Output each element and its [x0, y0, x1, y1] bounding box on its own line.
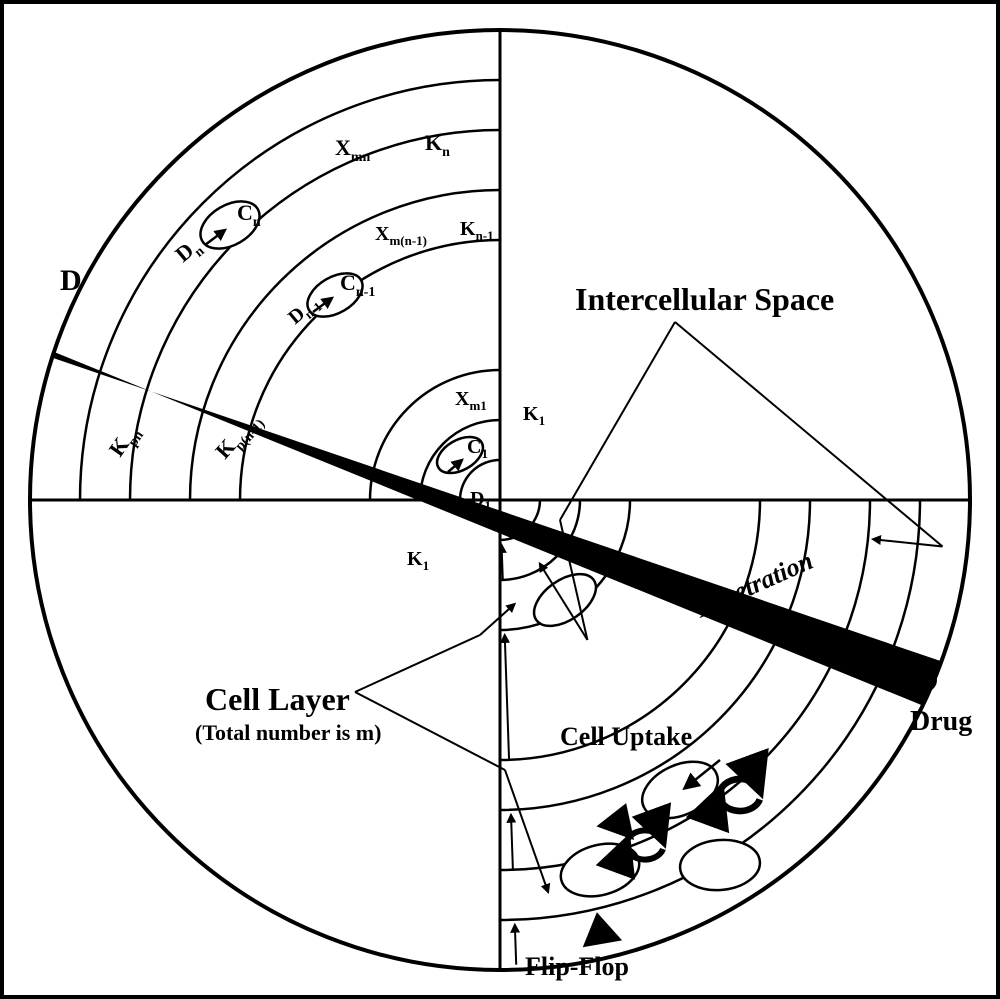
radial-gap-arrow-0 — [502, 545, 503, 580]
label-C1: C1 — [467, 436, 488, 461]
radial-gap-arrow-1 — [505, 635, 509, 760]
label-Xmn1: Xm(n-1) — [375, 223, 427, 248]
diagram-svg: DKpnKp(n-1)DnCnXmnKnDn-1Cn-1Xm(n-1)Kn-1X… — [0, 0, 1000, 999]
drug-dot — [913, 668, 937, 692]
label-Kpn: Kpn — [104, 420, 147, 464]
label-Xmn: Xmn — [335, 135, 371, 165]
label-K1a: K1 — [523, 403, 545, 428]
q4-cell-3 — [678, 837, 762, 894]
flipflop-pointer-1 — [577, 909, 622, 947]
label-celllayer2: (Total number is m) — [195, 720, 381, 745]
radial-gap-arrow-3 — [515, 925, 516, 965]
radial-gap-arrow-2 — [511, 815, 513, 870]
label-intercell: Intercellular Space — [575, 281, 834, 317]
label-celllayer1: Cell Layer — [205, 681, 350, 717]
label-K1b: K1 — [407, 548, 429, 573]
label-Kn1: Kn-1 — [460, 218, 494, 243]
intercell-arrow-2 — [873, 539, 943, 546]
label-celluptake: Cell Uptake — [560, 722, 692, 751]
label-D1: D1 — [470, 488, 491, 513]
celllayer-leader — [355, 635, 480, 692]
label-Xm1: Xm1 — [455, 388, 487, 413]
label-drug: Drug — [910, 706, 972, 737]
label-D: D — [60, 264, 82, 297]
label-flipflop: Flip-Flop — [525, 952, 629, 981]
q4-cell-1 — [633, 750, 727, 829]
intercell-leader — [560, 322, 675, 520]
